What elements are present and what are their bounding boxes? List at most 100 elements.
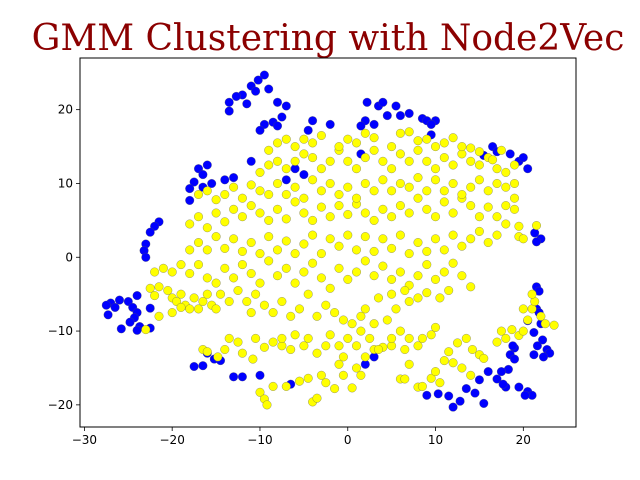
scatter-point (132, 291, 142, 301)
scatter-point (395, 326, 405, 336)
scatter-point (163, 286, 173, 295)
scatter-point (352, 341, 361, 351)
scatter-point (347, 319, 357, 329)
scatter-point (457, 142, 467, 152)
scatter-point (303, 333, 313, 343)
scatter-point (338, 352, 348, 362)
scatter-point (198, 170, 208, 180)
chart-title: GMM Clustering with Node2Vec (31, 18, 625, 59)
scatter-point (202, 347, 212, 357)
scatter-point (176, 302, 186, 312)
scatter-point (237, 348, 247, 358)
scatter-point (413, 341, 423, 351)
scatter-point (378, 156, 388, 166)
scatter-point (352, 193, 361, 203)
scatter-point (211, 195, 221, 205)
scatter-point (343, 182, 353, 192)
scatter-point (246, 180, 256, 190)
y-axis: −20 −10 0 10 20 (48, 103, 80, 412)
scatter-point (387, 164, 397, 174)
scatter-point (316, 164, 326, 174)
scatter-point (273, 179, 282, 188)
scatter-point (229, 204, 239, 214)
scatter-point (224, 297, 234, 306)
scatter-point (312, 348, 322, 358)
scatter-point (220, 190, 230, 199)
plot-frame (79, 57, 577, 428)
scatter-point (413, 136, 423, 146)
scatter-point (237, 246, 247, 256)
scatter-point (299, 341, 309, 351)
scatter-point (518, 234, 528, 244)
scatter-point (273, 204, 282, 214)
scatter-point (387, 333, 397, 343)
scatter-point (395, 267, 405, 277)
scatter-point (295, 304, 304, 314)
scatter-point (312, 393, 322, 403)
scatter-point (325, 330, 335, 340)
scatter-point (474, 147, 484, 157)
scatter-point (352, 363, 361, 373)
scatter-point (237, 193, 247, 203)
scatter-point (510, 160, 519, 170)
scatter-point (220, 217, 230, 227)
scatter-point (400, 286, 410, 295)
scatter-point (264, 145, 274, 155)
scatter-point (435, 293, 445, 303)
scatter-point (413, 145, 423, 155)
scatter-point (382, 111, 392, 121)
scatter-point (253, 75, 263, 85)
scatter-point (378, 261, 388, 271)
scatter-point (365, 333, 375, 343)
scatter-point (540, 319, 550, 329)
scatter-point (255, 249, 265, 259)
scatter-point (132, 325, 142, 335)
scatter-point (413, 173, 423, 183)
scatter-point (229, 182, 239, 192)
scatter-point (448, 402, 458, 412)
scatter-point (334, 263, 344, 273)
scatter-point (242, 99, 252, 109)
scatter-point (185, 195, 195, 205)
scatter-point (308, 138, 318, 148)
scatter-point (220, 175, 230, 185)
scatter-point (510, 204, 519, 214)
scatter-point (448, 133, 458, 143)
scatter-point (154, 282, 164, 292)
y-tick-label: −10 (48, 324, 73, 338)
scatter-point (466, 234, 476, 244)
scatter-point (194, 190, 203, 199)
scatter-point (125, 317, 135, 327)
scatter-point (211, 232, 221, 242)
scatter-point (518, 326, 528, 336)
scatter-point (141, 252, 151, 262)
scatter-point (264, 215, 274, 225)
scatter-point (262, 400, 272, 410)
scatter-point (343, 230, 353, 240)
x-tick-label: −20 (160, 433, 185, 447)
scatter-point (290, 249, 300, 259)
scatter-point (404, 359, 414, 369)
scatter-point (303, 125, 313, 135)
scatter-point (536, 311, 546, 321)
scatter-point (343, 156, 353, 166)
x-tick-label: −30 (72, 433, 97, 447)
scatter-point (439, 153, 449, 163)
scatter-point (501, 201, 511, 211)
scatter-point (325, 283, 335, 293)
scatter-point (286, 345, 296, 354)
scatter-point (448, 179, 458, 188)
scatter-point (246, 156, 256, 166)
scatter-point (378, 234, 388, 244)
scatter-point (264, 232, 274, 242)
scatter-point (466, 282, 476, 292)
scatter-point (498, 379, 508, 389)
scatter-point (259, 342, 269, 352)
scatter-point (167, 267, 177, 277)
scatter-point (400, 345, 410, 354)
scatter-point (444, 391, 454, 401)
scatter-point (431, 175, 440, 185)
scatter-point (281, 134, 291, 144)
scatter-point (268, 381, 278, 391)
